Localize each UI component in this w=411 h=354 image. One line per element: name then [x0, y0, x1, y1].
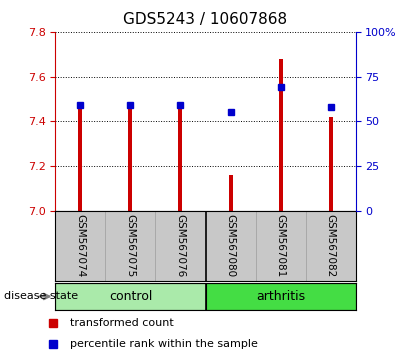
Bar: [178, 103, 182, 211]
Text: GSM567074: GSM567074: [76, 214, 85, 278]
Text: GSM567076: GSM567076: [175, 214, 185, 278]
Text: control: control: [109, 290, 152, 303]
Bar: [328, 117, 332, 211]
Bar: [279, 59, 282, 211]
Text: GSM567075: GSM567075: [125, 214, 136, 278]
Text: GSM567080: GSM567080: [226, 214, 236, 277]
Bar: [55, 283, 206, 310]
Text: GSM567081: GSM567081: [275, 214, 286, 278]
Text: GSM567082: GSM567082: [326, 214, 335, 278]
Bar: [129, 104, 132, 211]
Bar: [79, 103, 83, 211]
Text: percentile rank within the sample: percentile rank within the sample: [70, 339, 258, 349]
Text: disease state: disease state: [4, 291, 78, 302]
Text: GDS5243 / 10607868: GDS5243 / 10607868: [123, 12, 288, 27]
Bar: [206, 283, 356, 310]
Bar: [229, 175, 233, 211]
Text: arthritis: arthritis: [256, 290, 305, 303]
Text: transformed count: transformed count: [70, 318, 173, 328]
